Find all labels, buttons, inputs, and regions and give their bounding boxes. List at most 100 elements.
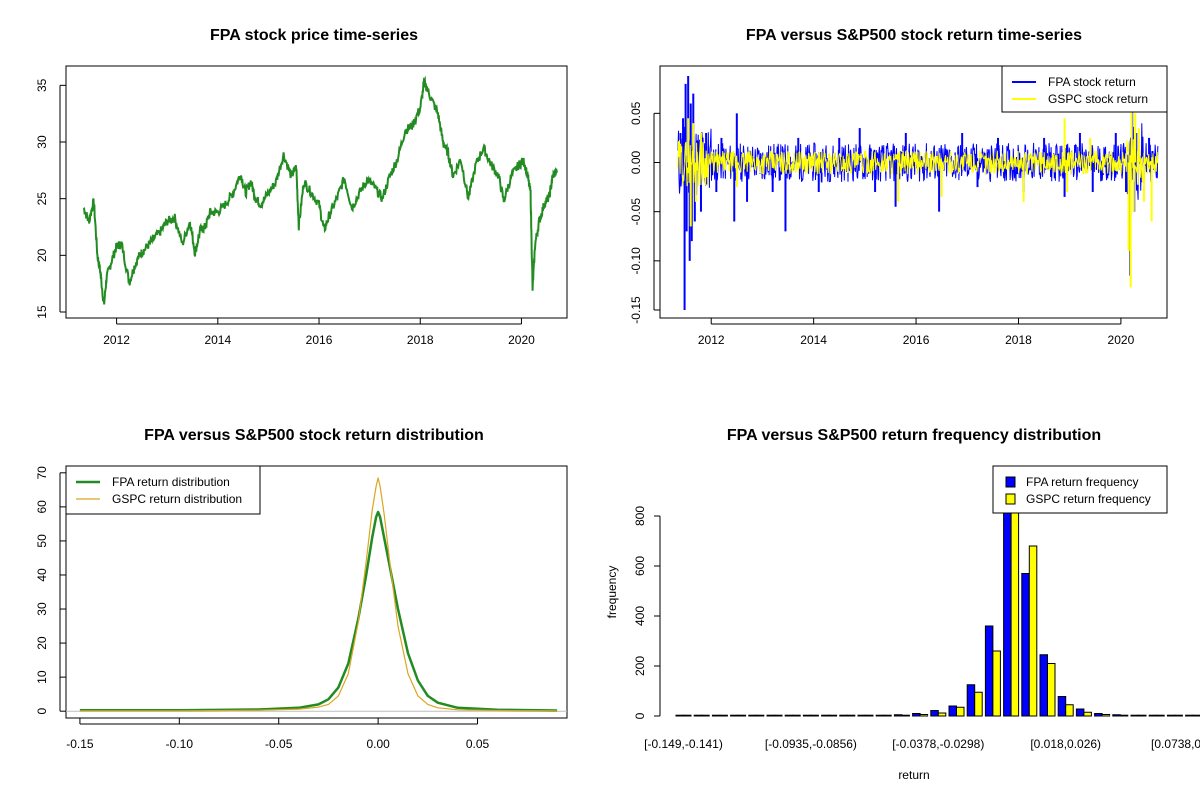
- legend-label: GSPC return distribution: [112, 492, 242, 506]
- legend-label: GSPC stock return: [1048, 92, 1148, 106]
- x-tick-label: [-0.0935,-0.0856): [765, 737, 857, 751]
- x-tick-label: -0.15: [66, 737, 94, 751]
- y-axis-label: frequency: [605, 566, 619, 619]
- histogram-bar: [701, 714, 710, 717]
- y-tick-label: 200: [633, 656, 647, 676]
- x-tick-label: 2014: [204, 333, 231, 347]
- histogram-bar: [1174, 714, 1183, 717]
- histogram-bar: [748, 714, 757, 717]
- histogram-bar: [875, 714, 885, 717]
- x-tick-label: 2012: [103, 333, 130, 347]
- legend-label: GSPC return frequency: [1026, 492, 1151, 506]
- histogram-bar: [1138, 714, 1147, 717]
- y-tick-label: 0: [633, 712, 647, 719]
- panel-price-chart: FPA stock price time-series 2012 2014 2016…: [35, 27, 568, 347]
- histogram-bar: [1112, 714, 1121, 717]
- y-tick-label: 0.05: [629, 101, 643, 125]
- histogram-bar: [1148, 714, 1158, 717]
- plot-frame: [65, 465, 568, 719]
- return-series-line: [677, 123, 1159, 202]
- x-tick-label: 0.05: [466, 737, 490, 751]
- histogram-bar: [821, 714, 830, 717]
- histogram-bar: [1130, 714, 1139, 717]
- x-tick-label: 2018: [1005, 333, 1032, 347]
- x-tick-label: 2020: [1108, 333, 1135, 347]
- x-tick-label: 2018: [407, 333, 434, 347]
- chart-title: FPA versus S&P500 stock return distribut…: [144, 427, 484, 444]
- histogram-bar: [893, 714, 903, 717]
- histogram-bar: [1185, 714, 1194, 717]
- y-tick-label: 50: [35, 534, 49, 548]
- legend-swatch: [1005, 493, 1016, 505]
- return-series-line: [677, 139, 1159, 187]
- histogram-bar: [857, 714, 866, 717]
- legend-swatch: [1005, 476, 1016, 488]
- x-tick-label: -0.10: [166, 737, 194, 751]
- y-tick-label: 0: [35, 708, 49, 715]
- x-tick-label: -0.05: [265, 737, 293, 751]
- histogram-bar: [992, 650, 1001, 717]
- histogram-bar: [828, 714, 838, 717]
- histogram-bar: [755, 714, 765, 717]
- histogram-bar: [1039, 654, 1048, 717]
- y-tick-label: 40: [35, 568, 49, 582]
- histogram-bar: [810, 714, 819, 717]
- plot-frame: [65, 65, 568, 319]
- histogram-bar: [1094, 713, 1103, 717]
- histogram-bar: [966, 684, 976, 717]
- y-tick-label: -0.10: [629, 247, 643, 275]
- histogram-bar: [1003, 498, 1012, 717]
- legend-box: [65, 465, 261, 515]
- y-tick-label: 25: [35, 192, 49, 206]
- y-tick-label: 35: [35, 78, 49, 92]
- x-tick-label: 0.00: [366, 737, 390, 751]
- panel-histogram-chart: FPA versus S&P500 return frequency distr…: [605, 427, 1200, 782]
- legend-box: [992, 465, 1168, 514]
- histogram-bar: [1119, 714, 1129, 717]
- legend-label: FPA return frequency: [1026, 475, 1139, 489]
- density-series-line: [79, 477, 558, 712]
- histogram-bar: [1057, 696, 1067, 717]
- histogram-bar: [937, 712, 947, 717]
- x-tick-label: [0.0738,0.0817): [1151, 737, 1200, 751]
- histogram-bar: [683, 714, 692, 717]
- legend-label: FPA stock return: [1048, 75, 1136, 89]
- density-series-line: [79, 510, 558, 712]
- histogram-bar: [1166, 714, 1176, 717]
- histogram-bar: [730, 714, 739, 717]
- histogram-bar: [1156, 714, 1165, 717]
- x-tick-label: [0.018,0.026): [1030, 737, 1101, 751]
- histogram-bar: [1101, 714, 1111, 717]
- x-tick-label: 2012: [698, 333, 725, 347]
- y-tick-label: 800: [633, 506, 647, 526]
- histogram-bar: [974, 691, 983, 717]
- histogram-bar: [839, 714, 848, 717]
- y-tick-label: 400: [633, 606, 647, 626]
- x-tick-label: 2014: [800, 333, 827, 347]
- y-tick-label: 30: [35, 602, 49, 616]
- histogram-bar: [883, 714, 892, 717]
- panel-returns-chart: FPA versus S&P500 stock return time-seri…: [629, 27, 1168, 347]
- y-tick-label: 10: [35, 670, 49, 684]
- legend-box: [1001, 65, 1168, 113]
- histogram-bar: [1065, 704, 1074, 717]
- x-tick-label: [-0.149,-0.141): [644, 737, 723, 751]
- histogram-bar: [792, 714, 801, 717]
- chart-title: FPA stock price time-series: [210, 27, 418, 44]
- histogram-bar: [912, 713, 921, 717]
- histogram-bar: [919, 714, 929, 717]
- histogram-bar: [1075, 708, 1085, 717]
- histogram-bar: [948, 705, 957, 717]
- histogram-bar: [1192, 714, 1200, 717]
- histogram-bar: [774, 714, 783, 717]
- histogram-bar: [719, 714, 728, 717]
- histogram-bar: [693, 714, 703, 717]
- y-tick-label: 60: [35, 500, 49, 514]
- histogram-bar: [711, 714, 721, 717]
- y-tick-label: 20: [35, 248, 49, 262]
- x-tick-label: 2016: [903, 333, 930, 347]
- histogram-bar: [956, 706, 965, 717]
- y-tick-label: 70: [35, 466, 49, 480]
- y-tick-label: 0.00: [629, 150, 643, 174]
